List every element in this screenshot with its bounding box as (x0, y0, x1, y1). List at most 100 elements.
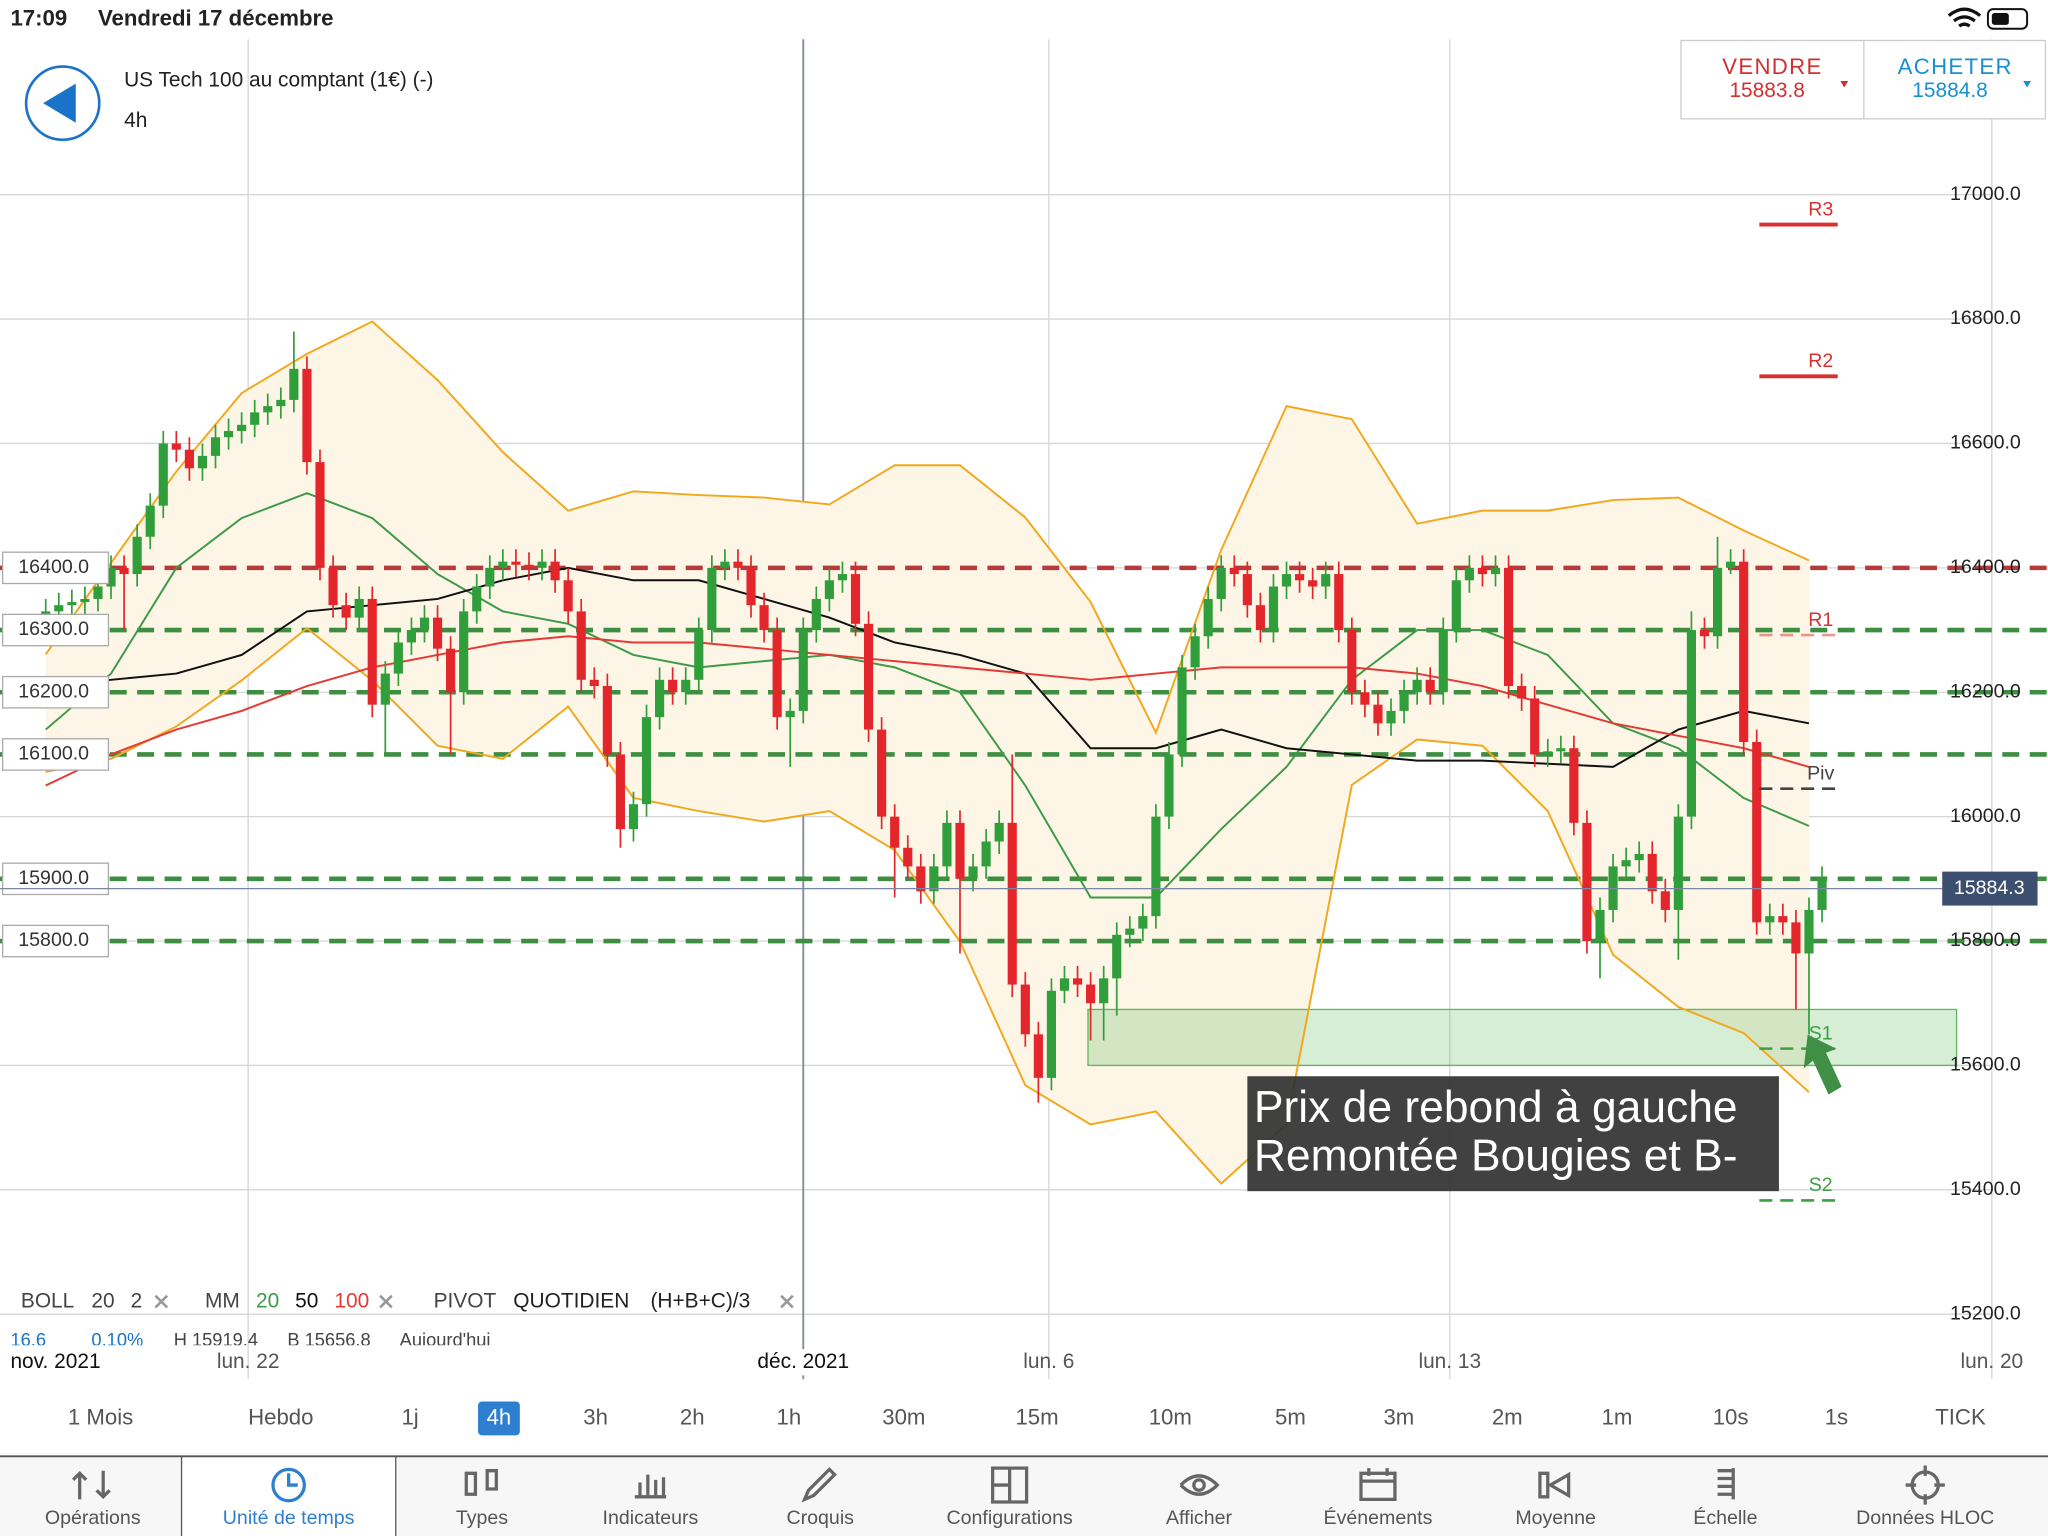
stat-period: Aujourd'hui (400, 1329, 491, 1350)
toolbar-icon (287, 1473, 298, 1487)
time-label: lun. 6 (1023, 1350, 1074, 1373)
toolbar-button[interactable]: Moyenne (1515, 1507, 1596, 1529)
candle-body (1334, 574, 1344, 631)
pivot-label: Piv (1807, 762, 1834, 784)
time-label: nov. 2021 (10, 1350, 100, 1373)
sell-price: 15883.8 (1729, 79, 1804, 102)
timeframe-option[interactable]: 2m (1492, 1404, 1523, 1429)
candle-body (1164, 754, 1174, 817)
candle-body (1086, 984, 1096, 1004)
legend-param: QUOTIDIEN (513, 1290, 629, 1313)
candle-body (446, 648, 456, 693)
y-tick-label: 16000.0 (1950, 805, 2021, 827)
timeframe-option[interactable]: 1m (1602, 1404, 1633, 1429)
toolbar-button[interactable]: Afficher (1166, 1507, 1232, 1529)
candle-body (1321, 574, 1331, 587)
timeframe-option[interactable]: 10s (1713, 1404, 1749, 1429)
candle-body (655, 679, 665, 718)
toolbar-button[interactable]: Événements (1324, 1506, 1433, 1529)
candle-body (1046, 990, 1056, 1078)
candle-body (328, 567, 338, 606)
legend-name: PIVOT (434, 1290, 497, 1313)
timeframe-option[interactable]: 30m (882, 1404, 925, 1429)
candle-body (1242, 574, 1252, 606)
timeframe-option[interactable]: 1 Mois (68, 1404, 133, 1429)
candle-body (1151, 816, 1161, 917)
timeframe-option[interactable]: 5m (1275, 1404, 1306, 1429)
candle-body (681, 679, 691, 693)
candle-body (981, 841, 991, 867)
timeframe-option[interactable]: 10m (1149, 1404, 1192, 1429)
candle-body (942, 822, 952, 867)
toolbar-button[interactable]: Échelle (1693, 1506, 1757, 1529)
candle-body (955, 822, 965, 879)
level-label-box (1, 613, 110, 647)
timeframe-option[interactable]: 1j (401, 1404, 418, 1429)
candle-body (406, 630, 416, 643)
legend-param: (H+B+C)/3 (650, 1290, 750, 1313)
timeframe-option[interactable]: 2h (680, 1404, 705, 1429)
timeframe-option[interactable]: 15m (1015, 1404, 1058, 1429)
candle-body (877, 729, 887, 817)
toolbar-icon (1538, 1471, 1571, 1499)
toolbar-button[interactable]: Opérations (45, 1507, 141, 1529)
legend-close-icons[interactable] (154, 1294, 794, 1309)
candle-body (1190, 636, 1200, 668)
toolbar-button[interactable]: Données HLOC (1856, 1507, 1994, 1529)
candle-body (1268, 586, 1279, 631)
toolbar-button[interactable]: Unité de temps (223, 1507, 355, 1529)
candle-body (158, 443, 168, 506)
level-label: 16100.0 (18, 743, 89, 765)
candle-body (811, 598, 821, 631)
candle-body (628, 804, 639, 830)
candle-body (184, 449, 194, 469)
candle-body (576, 611, 586, 680)
y-tick-label: 15600.0 (1950, 1054, 2021, 1076)
timeframe-option[interactable]: 4h (487, 1404, 512, 1429)
candle-body (1255, 605, 1265, 631)
toolbar-button[interactable]: Types (456, 1507, 508, 1529)
candle-body (1647, 853, 1657, 892)
candle-body (1556, 748, 1566, 752)
toolbar-icon (801, 1467, 837, 1503)
timeframe-option[interactable]: TICK (1935, 1404, 1986, 1429)
candle-body (1125, 928, 1135, 935)
candle-body (1804, 909, 1814, 954)
timeframe-option[interactable]: 3h (583, 1404, 608, 1429)
candle-body (589, 679, 599, 687)
y-tick-label: 15800.0 (1950, 929, 2021, 951)
candle-body (1778, 916, 1788, 923)
time-label: lun. 20 (1960, 1350, 2023, 1373)
toolbar-button[interactable]: Configurations (947, 1507, 1073, 1529)
timeframe-selected (478, 1401, 520, 1436)
candle-body (798, 630, 808, 711)
toolbar-icon (71, 1470, 111, 1500)
level-label: 16200.0 (18, 680, 89, 702)
stat-low: B 15656.8 (287, 1329, 370, 1350)
toolbar-button[interactable]: Indicateurs (603, 1507, 699, 1529)
timeframe-option[interactable]: 1s (1825, 1404, 1848, 1429)
toolbar-button[interactable]: Croquis (787, 1507, 855, 1529)
candle-body (785, 710, 795, 718)
candle-body (485, 567, 495, 587)
buy-button[interactable]: ACHETER (1898, 54, 2013, 79)
annotation-box (1247, 1076, 1779, 1192)
candle-body (1660, 891, 1670, 910)
candle-body (1530, 698, 1540, 755)
timeframe-option[interactable]: 1h (777, 1404, 802, 1429)
candle-body (641, 717, 652, 805)
candle-body (1686, 630, 1696, 817)
timeframe-option[interactable]: 3m (1383, 1404, 1414, 1429)
annotation-text: Prix de rebond à gauche (1254, 1083, 1738, 1132)
candle-body (1791, 922, 1801, 954)
buy-price: 15884.8 (1912, 79, 1987, 102)
candle-body (432, 617, 443, 649)
candle-body (276, 399, 286, 407)
price-label: 15884.3 (1954, 877, 2025, 899)
sell-button[interactable]: VENDRE (1722, 54, 1822, 79)
timeframe-option[interactable]: Hebdo (248, 1404, 313, 1429)
candle-body (1673, 816, 1683, 910)
candle-body (289, 368, 299, 400)
candle-body (1438, 630, 1448, 693)
